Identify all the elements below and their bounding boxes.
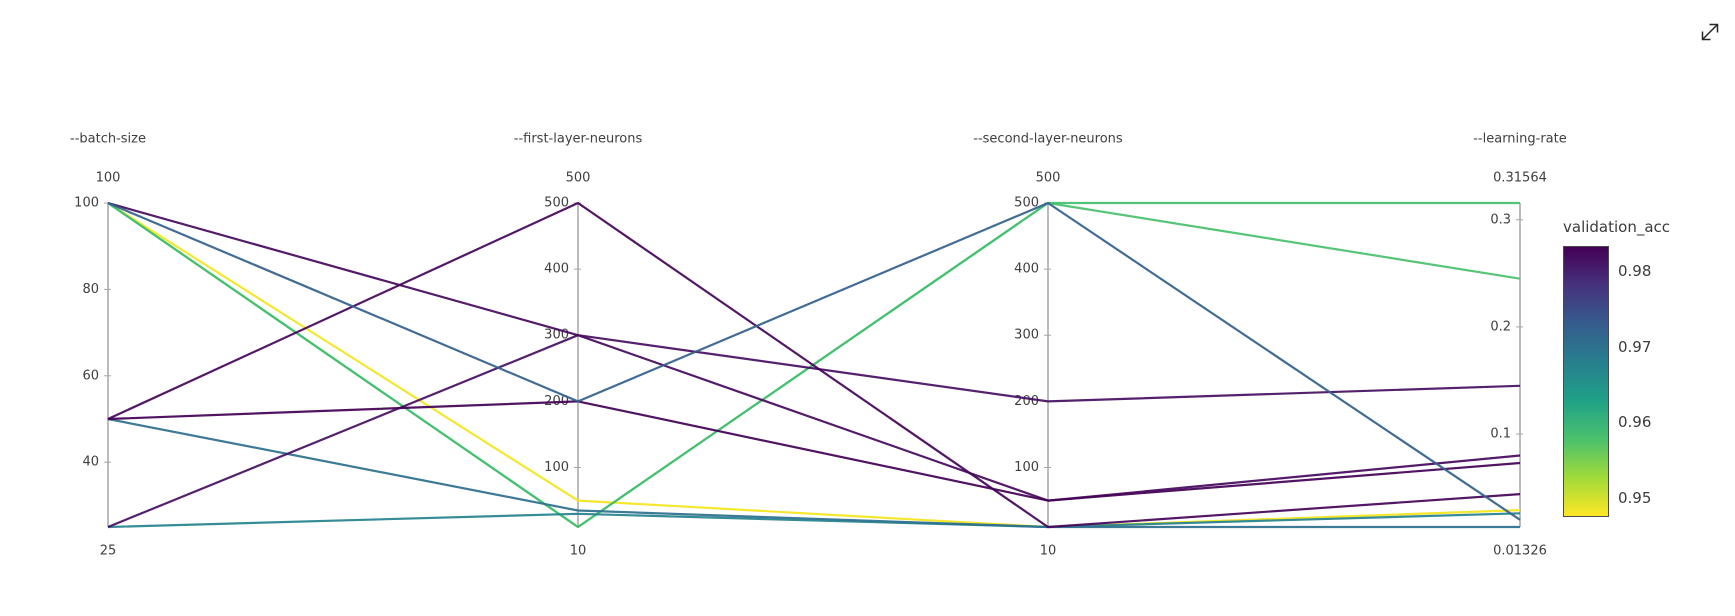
run-line-5: [107, 417, 1520, 529]
axis-learning_rate: --learning-rate 0.31564 0.01326 0.3 0.2 0.1: [1473, 132, 1567, 559]
tick-label: 0.1: [1490, 427, 1511, 442]
run-lines: [107, 201, 1521, 529]
colorbar: validation_acc 0.98 0.97 0.96 0.95: [1563, 218, 1733, 517]
axis-title: --second-layer-neurons: [973, 132, 1123, 147]
axis-title: --learning-rate: [1473, 132, 1567, 147]
tick-label: 60: [82, 368, 99, 383]
axis-min-label: 25: [100, 544, 117, 559]
expand-button[interactable]: [1692, 14, 1728, 50]
colorbar-tick-label: 0.95: [1618, 489, 1652, 508]
axis-title: --batch-size: [70, 132, 146, 147]
axis-title: --first-layer-neurons: [514, 132, 643, 147]
colorbar-title: validation_acc: [1563, 218, 1671, 236]
axis-min-label: 10: [1040, 544, 1057, 559]
tick-label: 400: [1014, 262, 1039, 277]
tick-label: 100: [1014, 460, 1039, 475]
tick-label: 0.2: [1490, 319, 1511, 334]
tick-label: 80: [82, 282, 99, 297]
tick-label: 500: [544, 196, 569, 211]
axis-second_layer_neurons: --second-layer-neurons500105004003002001…: [973, 132, 1123, 559]
tick-label: 400: [544, 262, 569, 277]
axis-first_layer_neurons: --first-layer-neurons5001050040030020010…: [514, 132, 643, 559]
tick-label: 300: [1014, 328, 1039, 343]
tick-label: 100: [74, 196, 99, 211]
tick-label: 40: [82, 455, 99, 470]
axis-max-label: 100: [96, 171, 121, 186]
colorbar-tick-label: 0.98: [1618, 261, 1652, 280]
axis-max-label: 500: [1036, 171, 1061, 186]
tick-label: 100: [544, 460, 569, 475]
run-line-4: [107, 512, 1521, 529]
tick-label: 500: [1014, 196, 1039, 211]
expand-icon: [1701, 23, 1719, 41]
axis-min-label: 10: [570, 544, 587, 559]
run-line-8: [107, 201, 1521, 529]
axis-batch_size: --batch-size 100 25 100 80 60 40: [70, 132, 146, 559]
axis-max-label: 0.31564: [1493, 171, 1547, 186]
colorbar-tick-label: 0.97: [1618, 337, 1652, 356]
tick-label: 0.3: [1490, 212, 1511, 227]
axis-min-label: 0.01326: [1493, 544, 1547, 559]
run-line-6: [107, 334, 1521, 529]
run-line-9: [107, 400, 1521, 502]
run-line-1: [107, 202, 1521, 529]
run-line-10: [107, 201, 1521, 521]
axis-max-label: 500: [566, 171, 591, 186]
run-line-7: [107, 201, 1521, 502]
colorbar-tick-label: 0.96: [1618, 413, 1652, 432]
colorbar-gradient: [1563, 246, 1609, 517]
